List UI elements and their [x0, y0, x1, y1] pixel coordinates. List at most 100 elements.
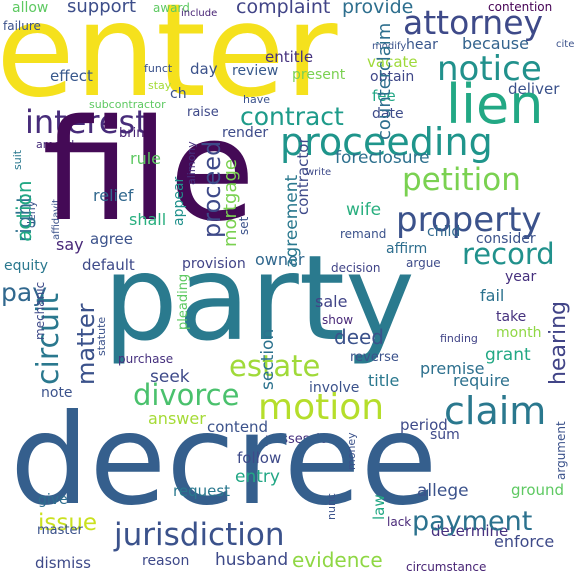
word-ground: ground	[511, 481, 565, 499]
word-require: require	[453, 371, 510, 390]
word-grant: grant	[485, 345, 531, 365]
word-wife: wife	[346, 200, 382, 220]
word-deed: deed	[334, 325, 384, 349]
word-allow: allow	[12, 0, 49, 16]
word-law: law	[370, 494, 388, 520]
word-bring: bring	[119, 126, 153, 141]
word-lack: lack	[387, 515, 412, 529]
word-decision: decision	[331, 261, 381, 275]
word-section: hearing	[546, 300, 571, 385]
word-entitle: date	[372, 106, 404, 122]
word-year: year	[505, 269, 537, 285]
word-vacate: vacate	[367, 53, 418, 71]
word-raise: raise	[187, 105, 219, 120]
word-argue: argue	[406, 256, 441, 270]
word-set: counterclaim	[374, 22, 395, 140]
word-contract: contract	[240, 102, 344, 131]
word-motion: motion	[258, 387, 385, 428]
word-request: request	[173, 482, 231, 500]
word-entry: entry	[235, 467, 280, 487]
word-child: child	[427, 224, 461, 240]
word-jurisdiction: jurisdiction	[114, 517, 285, 553]
word-obtain: obtain	[370, 69, 415, 85]
word-amend: amend	[36, 138, 75, 151]
word-review: review	[232, 63, 279, 79]
word-fee: entitle	[265, 48, 314, 66]
word-claim: claim	[444, 389, 547, 433]
word-petition: petition	[402, 162, 521, 198]
word-allege: allege	[417, 481, 469, 501]
word-ch: ch	[170, 86, 187, 102]
word-determine: determine	[431, 522, 509, 540]
word-present: present	[292, 67, 346, 83]
word-funct: funct	[144, 62, 173, 75]
word-answer: answer	[148, 409, 206, 428]
word-argument: argument	[554, 421, 568, 480]
word-nunc: nunc	[325, 493, 338, 520]
word-date: fee	[372, 87, 396, 105]
word-equity: equity	[4, 258, 49, 274]
word-sum: sum	[430, 427, 460, 443]
word-include: include	[181, 8, 218, 19]
word-dismiss: dismiss	[35, 554, 91, 572]
word-deliver: deliver	[508, 80, 560, 98]
word-give: give	[38, 492, 68, 508]
word-fail: fail	[480, 286, 505, 305]
word-have: have	[243, 93, 270, 106]
word-hear: hear	[406, 37, 438, 53]
word-agree: agree	[90, 230, 134, 248]
word-serve: appear	[171, 176, 187, 226]
word-contend: contend	[207, 418, 269, 436]
word-failure: failure	[3, 19, 41, 33]
word-divorce: divorce	[133, 378, 240, 412]
word-property: property	[396, 200, 542, 240]
word-provision: provision	[182, 256, 246, 272]
word-relief: relief	[93, 186, 134, 205]
word-say: say	[56, 235, 84, 254]
word-follow: follow	[237, 449, 282, 467]
word-appearance: suit	[11, 149, 24, 170]
word-complaint: complaint	[236, 0, 331, 18]
word-filing: alimony	[185, 141, 198, 185]
word-stay: stay	[148, 79, 172, 92]
word-money: money	[345, 432, 358, 470]
word-finding: finding	[440, 332, 478, 345]
word-file: file	[42, 90, 256, 253]
word-title: title	[368, 371, 400, 390]
word-show: show	[322, 313, 354, 327]
word-support: support	[67, 0, 137, 17]
word-involve: involve	[309, 380, 360, 396]
word-party: party	[103, 229, 415, 367]
word-reverse: reverse	[350, 350, 399, 365]
word-decree: decree	[10, 388, 438, 533]
word-husband: husband	[215, 550, 289, 570]
word-interest: interest	[25, 103, 148, 141]
word-leave: contractor	[294, 137, 312, 215]
word-circumstance: circumstance	[406, 560, 487, 574]
word-contention: contention	[488, 0, 553, 14]
word-remand: remand	[340, 227, 387, 241]
word-cite: cite	[556, 39, 575, 50]
word-reason: reason	[142, 553, 190, 569]
word-enforce: enforce	[494, 532, 555, 551]
word-pay: pay	[1, 278, 47, 307]
word-foreclosure: foreclosure	[335, 148, 430, 168]
word-day: day	[190, 60, 218, 78]
word-provide: provide	[342, 0, 414, 18]
word-effect: effect	[50, 67, 93, 85]
word-month: month	[496, 325, 542, 341]
word-seek: seek	[150, 367, 190, 387]
word-write: write	[306, 167, 332, 178]
word-payment: payment	[412, 506, 533, 537]
word-evidence: evidence	[292, 548, 383, 572]
word-possession: possession	[265, 432, 337, 447]
word-statute: statute	[95, 316, 108, 356]
word-record: record	[462, 237, 555, 271]
word-estate: estate	[229, 349, 321, 383]
word-take: take	[496, 309, 527, 325]
word-consider: consider	[476, 231, 536, 247]
word-modify: modify	[372, 41, 407, 52]
word-proceeding: proceeding	[280, 120, 493, 164]
word-enter: enter	[0, 0, 338, 126]
